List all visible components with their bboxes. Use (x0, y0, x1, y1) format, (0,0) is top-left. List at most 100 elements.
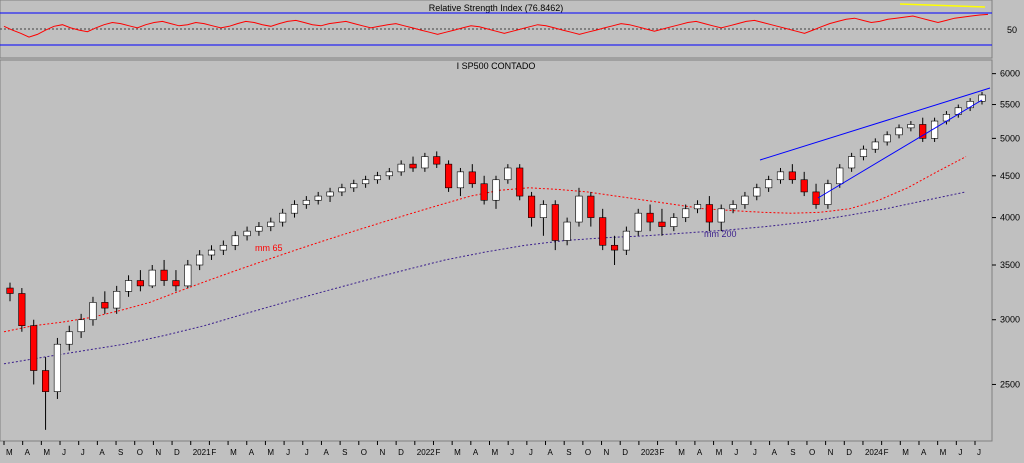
x-tick-label: 2023 (641, 448, 659, 457)
candle (587, 191, 595, 227)
x-tick-label: J (510, 448, 514, 457)
x-tick-label: J (734, 448, 738, 457)
x-tick-label: J (81, 448, 85, 457)
candle (634, 208, 642, 236)
candle (373, 171, 382, 184)
candle (385, 167, 393, 180)
candle-body-up (539, 204, 547, 218)
candle (53, 337, 61, 399)
candle (788, 164, 796, 184)
candle-body-up (124, 280, 133, 292)
candle-body-up (314, 195, 322, 201)
x-tick-label: J (62, 448, 66, 457)
y-tick-label: 5500 (1000, 100, 1020, 110)
candle (362, 175, 370, 188)
y-tick-label: 2500 (1000, 379, 1020, 389)
candle (468, 164, 476, 188)
candle (445, 160, 453, 192)
candle-body-up (53, 343, 61, 392)
candle (160, 259, 168, 286)
candle-body-down (445, 163, 453, 189)
candle (919, 117, 927, 142)
candle-body-down (160, 269, 168, 281)
candle-body-down (6, 287, 14, 294)
candle (622, 226, 630, 255)
x-tick-label: S (566, 448, 571, 457)
x-tick-label: A (921, 448, 927, 457)
candle (207, 245, 216, 260)
candle-body-up (255, 226, 263, 232)
candle-body-down (812, 191, 820, 205)
candle (42, 357, 50, 430)
x-tick-label: D (398, 448, 404, 457)
candle (255, 222, 263, 236)
x-tick-label: J (958, 448, 962, 457)
x-tick-label: J (305, 448, 309, 457)
candle-body-down (587, 195, 595, 218)
x-tick-label: A (473, 448, 479, 457)
candle (243, 226, 251, 241)
candle (302, 196, 310, 209)
price-title: I SP500 CONTADO (457, 61, 536, 71)
candle-body-up (504, 167, 512, 181)
candle (409, 156, 417, 172)
candle-body-up (871, 141, 879, 150)
candle (231, 231, 239, 251)
x-axis: M A M J J A S O N D 2021 F M A M J J A S O N D 2022 F M A M J J A S O N D… (3, 441, 981, 457)
candle (65, 325, 73, 351)
candle (172, 270, 180, 292)
candle (539, 200, 547, 236)
candle-body-up (373, 175, 382, 181)
candle (907, 121, 915, 132)
candle-body-down (800, 179, 808, 193)
candle-body-up (895, 127, 903, 136)
candle-body-up (907, 124, 915, 129)
rsi-panel: Relative Strength Index (76.8462) 50 (0, 0, 1017, 59)
candle (551, 200, 559, 251)
x-tick-label: J (977, 448, 981, 457)
x-tick-label: A (697, 448, 703, 457)
candle (848, 152, 856, 172)
candle (717, 204, 725, 232)
candle-body-down (528, 195, 536, 218)
x-tick-label: A (249, 448, 255, 457)
candle-body-down (18, 293, 26, 326)
candle (599, 208, 607, 251)
candle-body-up (113, 291, 121, 309)
candle-body-down (646, 212, 654, 223)
mm65-label: mm 65 (255, 243, 283, 253)
candle (77, 313, 85, 338)
x-tick-label: S (342, 448, 347, 457)
x-tick-label: A (323, 448, 329, 457)
candle (883, 131, 891, 146)
candle-body-down (516, 167, 524, 197)
candle (729, 200, 737, 214)
candle-body-up (421, 156, 429, 169)
x-tick-label: N (604, 448, 610, 457)
candle-body-up (682, 208, 690, 218)
channel-lower-trendline (817, 99, 983, 199)
candle (290, 200, 299, 218)
candle (966, 98, 974, 112)
candle-body-up (207, 249, 216, 256)
candle (753, 183, 761, 201)
candle (800, 171, 808, 197)
candle (693, 200, 702, 214)
candle-body-up (966, 101, 974, 109)
candle (978, 91, 986, 105)
x-tick-label: D (846, 448, 852, 457)
candle (113, 285, 121, 314)
candle (196, 250, 204, 271)
candle-body-down (101, 302, 109, 309)
x-tick-label: O (585, 448, 591, 457)
candle-body-up (729, 204, 737, 210)
candle-body-up (65, 331, 73, 345)
rsi-series-line (3, 13, 989, 38)
candle-body-up (385, 171, 393, 177)
candle (136, 270, 144, 292)
candle-body-up (824, 183, 832, 205)
candle-body-up (89, 302, 97, 321)
candle-body-down (705, 204, 713, 223)
candle-body-up (148, 269, 156, 287)
candle (670, 213, 678, 232)
